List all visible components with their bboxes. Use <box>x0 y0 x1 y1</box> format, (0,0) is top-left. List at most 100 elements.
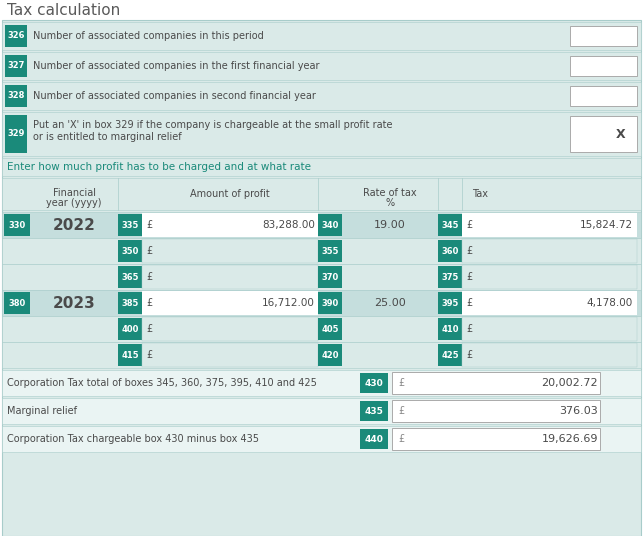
Text: 395: 395 <box>441 299 458 308</box>
Bar <box>570 86 637 106</box>
Text: 330: 330 <box>8 220 26 229</box>
Bar <box>462 239 637 263</box>
Bar <box>2 52 641 80</box>
Bar <box>118 292 142 314</box>
Bar <box>2 426 641 452</box>
Text: £: £ <box>146 272 152 282</box>
Text: 4,178.00: 4,178.00 <box>587 298 633 308</box>
Text: 345: 345 <box>441 220 458 229</box>
Text: Tax calculation: Tax calculation <box>7 3 120 18</box>
Text: 15,824.72: 15,824.72 <box>580 220 633 230</box>
Text: 415: 415 <box>121 351 139 360</box>
Bar <box>392 372 600 394</box>
Text: 20,002.72: 20,002.72 <box>541 378 598 388</box>
Bar <box>318 214 342 236</box>
Text: 2023: 2023 <box>53 295 95 310</box>
Text: £: £ <box>146 246 152 256</box>
Bar <box>360 401 388 421</box>
Bar <box>318 292 342 314</box>
Text: year (yyyy): year (yyyy) <box>46 198 102 208</box>
Bar <box>462 343 637 367</box>
Text: £: £ <box>398 378 404 388</box>
Text: 335: 335 <box>122 220 139 229</box>
Bar <box>118 240 142 262</box>
Text: 365: 365 <box>122 272 139 281</box>
Bar <box>438 318 462 340</box>
Text: £: £ <box>466 220 472 230</box>
Text: 19.00: 19.00 <box>374 220 406 230</box>
Text: 25.00: 25.00 <box>374 298 406 308</box>
Text: 16,712.00: 16,712.00 <box>262 298 315 308</box>
Bar <box>2 264 641 290</box>
Text: £: £ <box>466 246 472 256</box>
Text: 355: 355 <box>322 247 339 256</box>
Bar <box>570 116 637 152</box>
Text: 327: 327 <box>7 62 24 71</box>
Bar <box>118 318 142 340</box>
Text: 435: 435 <box>365 406 383 415</box>
Bar <box>2 316 641 342</box>
Text: 83,288.00: 83,288.00 <box>262 220 315 230</box>
Bar <box>142 239 318 263</box>
Text: 2022: 2022 <box>53 218 95 233</box>
Bar <box>2 22 641 50</box>
Bar <box>392 400 600 422</box>
Text: 370: 370 <box>322 272 339 281</box>
Bar <box>142 343 318 367</box>
Bar <box>318 266 342 288</box>
Bar <box>2 158 641 176</box>
Text: 329: 329 <box>7 130 24 138</box>
Bar <box>2 290 641 316</box>
Bar <box>2 178 641 210</box>
Bar <box>2 398 641 424</box>
Bar <box>118 266 142 288</box>
Bar <box>438 214 462 236</box>
Bar <box>360 429 388 449</box>
Bar <box>2 112 641 156</box>
Text: 400: 400 <box>122 324 139 333</box>
Text: 440: 440 <box>365 435 383 443</box>
Bar <box>360 373 388 393</box>
Text: £: £ <box>146 324 152 334</box>
Text: 425: 425 <box>441 351 459 360</box>
Bar <box>5 25 27 47</box>
Bar <box>142 265 318 289</box>
Text: 385: 385 <box>122 299 139 308</box>
Bar <box>4 214 30 236</box>
Bar <box>4 292 30 314</box>
Bar <box>142 213 318 237</box>
Text: £: £ <box>146 298 152 308</box>
Bar <box>438 266 462 288</box>
Text: Put an 'X' in box 329 if the company is chargeable at the small profit rate: Put an 'X' in box 329 if the company is … <box>33 120 392 130</box>
Text: Enter how much profit has to be charged and at what rate: Enter how much profit has to be charged … <box>7 162 311 172</box>
Text: X: X <box>616 128 626 140</box>
Text: Amount of profit: Amount of profit <box>190 189 270 199</box>
Bar <box>142 317 318 341</box>
Text: £: £ <box>398 434 404 444</box>
Text: 410: 410 <box>441 324 458 333</box>
Text: 380: 380 <box>8 299 26 308</box>
Bar <box>438 344 462 366</box>
Text: £: £ <box>466 272 472 282</box>
Text: £: £ <box>398 406 404 416</box>
Text: 340: 340 <box>322 220 339 229</box>
Text: 350: 350 <box>122 247 139 256</box>
Text: £: £ <box>146 220 152 230</box>
Text: £: £ <box>146 350 152 360</box>
Text: £: £ <box>466 324 472 334</box>
Text: 326: 326 <box>7 32 24 41</box>
Text: %: % <box>385 198 395 208</box>
Text: 375: 375 <box>441 272 458 281</box>
Text: 360: 360 <box>441 247 458 256</box>
Text: Tax: Tax <box>472 189 488 199</box>
Text: Number of associated companies in the first financial year: Number of associated companies in the fi… <box>33 61 320 71</box>
Text: Corporation Tax chargeable box 430 minus box 435: Corporation Tax chargeable box 430 minus… <box>7 434 259 444</box>
Bar <box>318 318 342 340</box>
Text: or is entitled to marginal relief: or is entitled to marginal relief <box>33 132 181 142</box>
Bar <box>570 56 637 76</box>
Text: £: £ <box>466 350 472 360</box>
Bar <box>118 214 142 236</box>
Bar <box>142 291 318 315</box>
Bar <box>392 428 600 450</box>
Text: 430: 430 <box>365 378 383 388</box>
